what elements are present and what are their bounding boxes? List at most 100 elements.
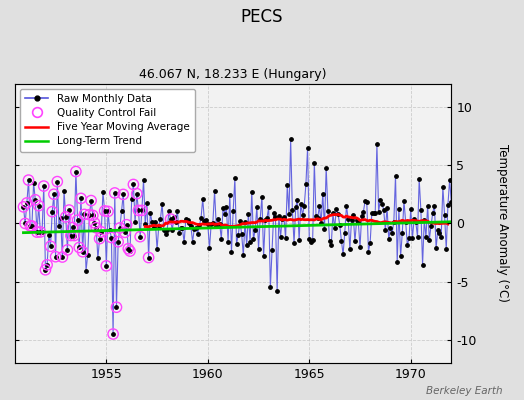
- Point: [325, 238, 334, 244]
- Point: [375, 208, 383, 215]
- Point: [378, 200, 386, 207]
- Point: [94, 255, 102, 262]
- Point: [41, 266, 50, 273]
- Point: [413, 234, 422, 240]
- Point: [123, 222, 131, 228]
- Point: [310, 160, 319, 166]
- Point: [440, 212, 449, 218]
- Point: [101, 208, 109, 214]
- Point: [75, 244, 83, 251]
- Point: [72, 168, 80, 175]
- Point: [258, 193, 266, 200]
- Point: [364, 248, 373, 255]
- Point: [136, 234, 144, 240]
- Point: [187, 223, 195, 230]
- Point: [368, 210, 376, 216]
- Legend: Raw Monthly Data, Quality Control Fail, Five Year Moving Average, Long-Term Tren: Raw Monthly Data, Quality Control Fail, …: [20, 89, 194, 152]
- Point: [89, 212, 97, 218]
- Point: [63, 247, 72, 253]
- Point: [287, 136, 295, 143]
- Point: [51, 254, 60, 260]
- Point: [337, 238, 346, 244]
- Point: [281, 235, 290, 241]
- Point: [129, 181, 138, 188]
- Title: 46.067 N, 18.233 E (Hungary): 46.067 N, 18.233 E (Hungary): [139, 68, 327, 81]
- Point: [354, 219, 363, 225]
- Point: [97, 229, 105, 235]
- Point: [300, 203, 309, 210]
- Point: [249, 236, 258, 243]
- Point: [237, 230, 246, 237]
- Point: [376, 197, 385, 203]
- Point: [353, 217, 361, 223]
- Point: [263, 215, 271, 221]
- Point: [65, 207, 73, 213]
- Point: [124, 246, 133, 252]
- Point: [87, 197, 95, 204]
- Point: [451, 230, 459, 236]
- Point: [21, 220, 29, 227]
- Point: [116, 225, 124, 231]
- Point: [256, 216, 265, 222]
- Point: [442, 246, 451, 252]
- Point: [68, 224, 77, 231]
- Point: [38, 229, 46, 235]
- Point: [305, 236, 313, 242]
- Point: [19, 204, 28, 210]
- Point: [265, 204, 273, 210]
- Point: [371, 210, 379, 216]
- Point: [285, 210, 293, 217]
- Point: [114, 238, 123, 245]
- Point: [315, 203, 324, 210]
- Point: [331, 225, 339, 231]
- Point: [124, 246, 133, 252]
- Point: [33, 229, 41, 235]
- Point: [219, 205, 227, 212]
- Point: [221, 210, 229, 217]
- Point: [335, 222, 344, 228]
- Point: [95, 236, 104, 242]
- Point: [35, 202, 43, 209]
- Point: [119, 191, 127, 198]
- Point: [171, 219, 180, 225]
- Point: [247, 188, 256, 195]
- Point: [363, 198, 371, 205]
- Point: [393, 258, 401, 265]
- Point: [80, 211, 89, 218]
- Point: [379, 207, 388, 213]
- Point: [291, 204, 300, 210]
- Point: [217, 235, 225, 242]
- Point: [351, 238, 359, 245]
- Point: [133, 190, 141, 197]
- Point: [160, 227, 168, 233]
- Point: [107, 234, 116, 241]
- Point: [121, 229, 129, 236]
- Point: [117, 208, 126, 214]
- Point: [332, 206, 341, 212]
- Point: [276, 234, 285, 240]
- Point: [53, 178, 61, 185]
- Point: [63, 247, 72, 253]
- Point: [215, 221, 224, 227]
- Point: [57, 215, 65, 221]
- Point: [445, 177, 454, 183]
- Point: [425, 236, 433, 243]
- Point: [317, 220, 325, 226]
- Point: [271, 214, 280, 220]
- Point: [322, 164, 330, 171]
- Point: [31, 197, 39, 203]
- Point: [222, 204, 231, 210]
- Point: [346, 246, 354, 252]
- Point: [119, 191, 127, 198]
- Point: [80, 211, 89, 218]
- Point: [134, 207, 143, 214]
- Point: [396, 253, 405, 260]
- Point: [41, 266, 50, 273]
- Text: Berkeley Earth: Berkeley Earth: [427, 386, 503, 396]
- Point: [415, 176, 423, 182]
- Point: [127, 196, 136, 202]
- Point: [23, 200, 31, 206]
- Point: [297, 200, 305, 207]
- Point: [148, 219, 156, 226]
- Point: [391, 173, 400, 179]
